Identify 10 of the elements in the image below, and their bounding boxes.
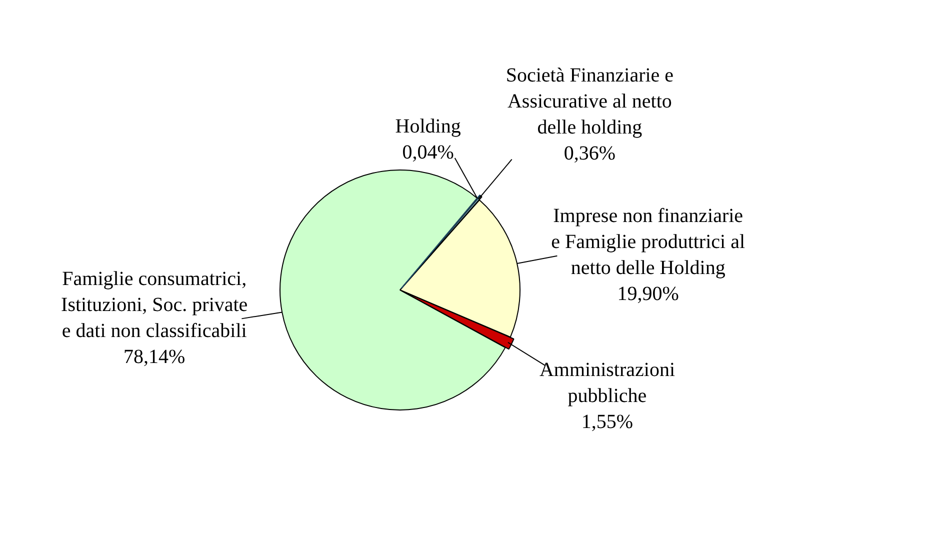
data-label: 19,90%	[617, 283, 679, 306]
data-label: 1,55%	[581, 410, 634, 433]
slice-label: Famiglie consumatrici, Istituzioni, Soc. private e dati non classificabili	[61, 268, 248, 342]
slice-label: Holding	[395, 115, 461, 138]
data-label: 0,04%	[402, 141, 454, 164]
data-label: 78,14%	[124, 346, 186, 368]
data-label: 0,36%	[564, 142, 616, 165]
slice-label: Amministrazioni pubbliche	[539, 358, 676, 407]
slice-label: Società Finanziarie e Assicurative al netto delle holding	[506, 64, 674, 139]
slice-label: Imprese non finanziarie e Famiglie produttrici al netto delle Holding	[551, 205, 746, 280]
